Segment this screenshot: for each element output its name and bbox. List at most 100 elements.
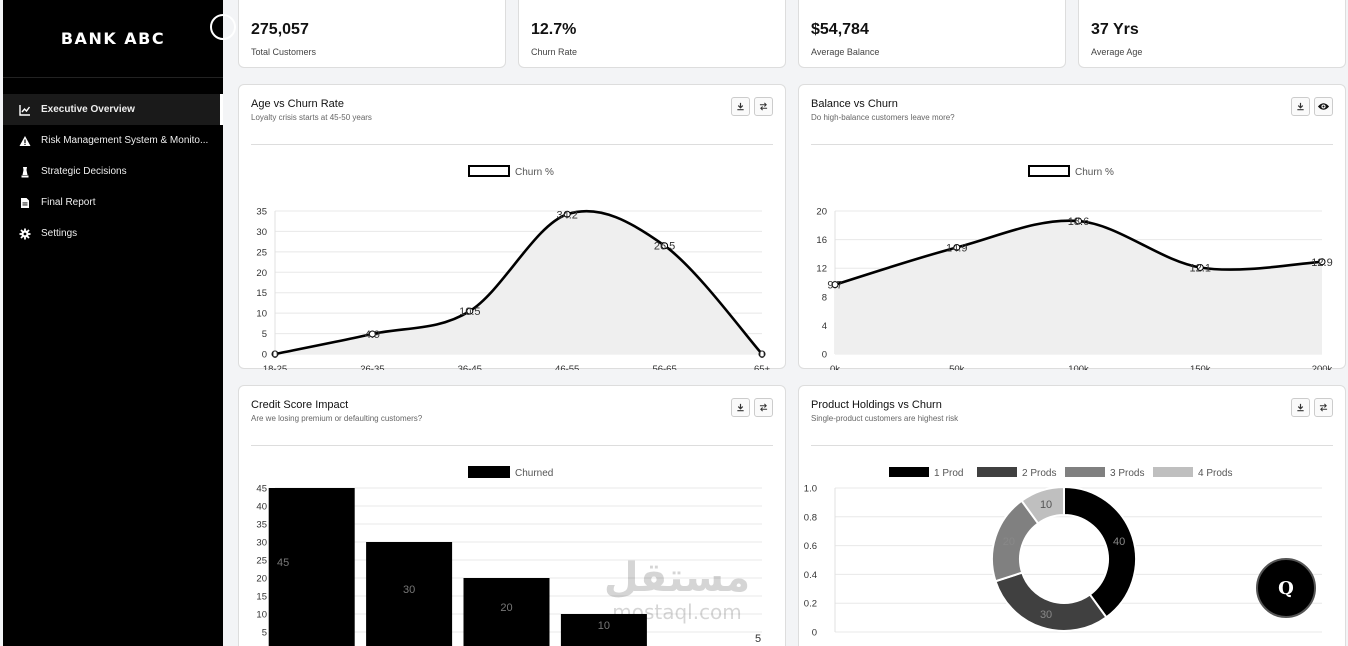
kpi-card-total-customers: 275,057 Total Customers (238, 0, 506, 68)
data-point (368, 330, 376, 338)
card-title: Product Holdings vs Churn (811, 399, 942, 411)
kpi-value: $54,784 (811, 21, 869, 38)
card-divider (811, 144, 1333, 145)
legend-swatch (1065, 467, 1105, 477)
legend-label: 3 Prods (1110, 468, 1144, 479)
pie-slice (994, 571, 1108, 632)
x-tick-label: 56-65 (652, 364, 676, 370)
bar (560, 614, 647, 646)
card-subtitle: Are we losing premium or defaulting cust… (251, 414, 423, 423)
x-tick-label: 50k (949, 364, 965, 370)
download-button[interactable] (1291, 97, 1310, 116)
sidebar-item-settings[interactable]: Settings (3, 218, 223, 249)
kpi-label: Total Customers (251, 47, 317, 57)
y-tick-label: 5 (262, 628, 267, 639)
area-fill (275, 211, 762, 354)
y-tick-label: 20 (256, 268, 267, 279)
x-tick-label: 0k (830, 364, 840, 370)
legend-swatch (977, 467, 1017, 477)
legend-swatch (1028, 165, 1070, 177)
view-button[interactable] (1314, 97, 1333, 116)
product-holdings-chart: 1 Prod 2 Prods 3 Prods 4 Prods 0 0.2 0.4 0.6 0.8… (804, 467, 1322, 639)
y-tick-label: 35 (256, 207, 267, 218)
kpi-value: 12.7% (531, 21, 577, 38)
pie-slice (1063, 485, 1137, 619)
sidebar-item-label: Settings (41, 228, 78, 239)
x-tick-label: 26-35 (360, 364, 384, 370)
y-tick-label: 12 (816, 264, 827, 275)
chess-icon (19, 166, 31, 178)
swap-chart-button[interactable] (754, 97, 773, 116)
download-button[interactable] (731, 97, 750, 116)
sidebar-toggle-button[interactable] (210, 14, 236, 40)
y-tick-label: 45 (256, 484, 267, 495)
sidebar-item-risk-management[interactable]: Risk Management System & Monito... (3, 125, 223, 156)
data-label: 26.5 (654, 241, 675, 253)
y-tick-label: 1.0 (804, 484, 817, 495)
legend-label: 4 Prods (1198, 468, 1232, 479)
data-label: 12.9 (1311, 257, 1332, 269)
y-tick-label: 10 (256, 309, 267, 320)
y-tick-label: 40 (256, 502, 267, 513)
legend-label: Churn % (1075, 167, 1114, 178)
gear-icon (19, 228, 31, 240)
download-button[interactable] (1291, 398, 1310, 417)
card-divider (251, 445, 773, 446)
data-label: 10 (1040, 499, 1052, 511)
y-tick-label: 25 (256, 247, 267, 258)
data-label: 30 (1040, 609, 1052, 621)
data-label: 30 (403, 584, 415, 596)
swap-chart-button[interactable] (1314, 398, 1333, 417)
kpi-card-churn-rate: 12.7% Churn Rate (518, 0, 786, 68)
y-tick-label: 35 (256, 520, 267, 531)
y-tick-label: 20 (256, 574, 267, 585)
data-label: 20 (500, 602, 512, 614)
sidebar-item-strategic-decisions[interactable]: Strategic Decisions (3, 156, 223, 187)
sidebar-item-label: Strategic Decisions (41, 166, 127, 177)
card-subtitle: Single-product customers are highest ris… (811, 414, 959, 423)
swap-icon (759, 102, 768, 111)
card-title: Balance vs Churn (811, 98, 898, 110)
data-label: 0 (272, 349, 278, 361)
warning-icon (19, 135, 31, 147)
legend-swatch (468, 165, 510, 177)
kpi-value: 275,057 (251, 21, 309, 38)
card-title: Age vs Churn Rate (251, 98, 344, 110)
legend-swatch (1153, 467, 1193, 477)
sidebar-item-final-report[interactable]: Final Report (3, 187, 223, 218)
download-icon (737, 403, 744, 412)
sidebar-nav: Executive Overview Risk Management Syste… (3, 94, 223, 249)
card-divider (251, 144, 773, 145)
main-content: 275,057 Total Customers 12.7% Churn Rate… (238, 0, 1348, 646)
credit-score-card: Credit Score Impact Are we losing premiu… (238, 385, 786, 646)
data-label: 5 (755, 633, 761, 645)
sidebar-item-label: Executive Overview (41, 104, 135, 115)
download-button[interactable] (731, 398, 750, 417)
data-point (831, 281, 839, 289)
download-icon (737, 102, 744, 111)
legend-label: 2 Prods (1022, 468, 1056, 479)
y-tick-label: 0.4 (804, 570, 817, 581)
x-tick-label: 100k (1068, 364, 1089, 370)
y-tick-label: 0.6 (804, 541, 817, 552)
download-icon (1297, 403, 1304, 412)
data-label: 34.2 (556, 209, 577, 221)
card-subtitle: Do high-balance customers leave more? (811, 113, 955, 122)
y-tick-label: 0.8 (804, 512, 817, 523)
floating-action-button[interactable]: Q (1256, 558, 1316, 618)
data-label: 14.9 (946, 242, 967, 254)
area-fill (835, 220, 1322, 354)
kpi-label: Churn Rate (531, 47, 578, 57)
x-tick-label: 150k (1190, 364, 1211, 370)
y-tick-label: 4 (822, 321, 827, 332)
sidebar-item-executive-overview[interactable]: Executive Overview (3, 94, 223, 125)
swap-chart-button[interactable] (754, 398, 773, 417)
data-label: 9.7 (827, 280, 842, 292)
x-tick-label: 200k (1312, 364, 1333, 370)
product-holdings-card: Product Holdings vs Churn Single-product… (798, 385, 1346, 646)
y-tick-label: 30 (256, 227, 267, 238)
data-label: 45 (277, 557, 289, 569)
y-tick-label: 0 (812, 628, 817, 639)
